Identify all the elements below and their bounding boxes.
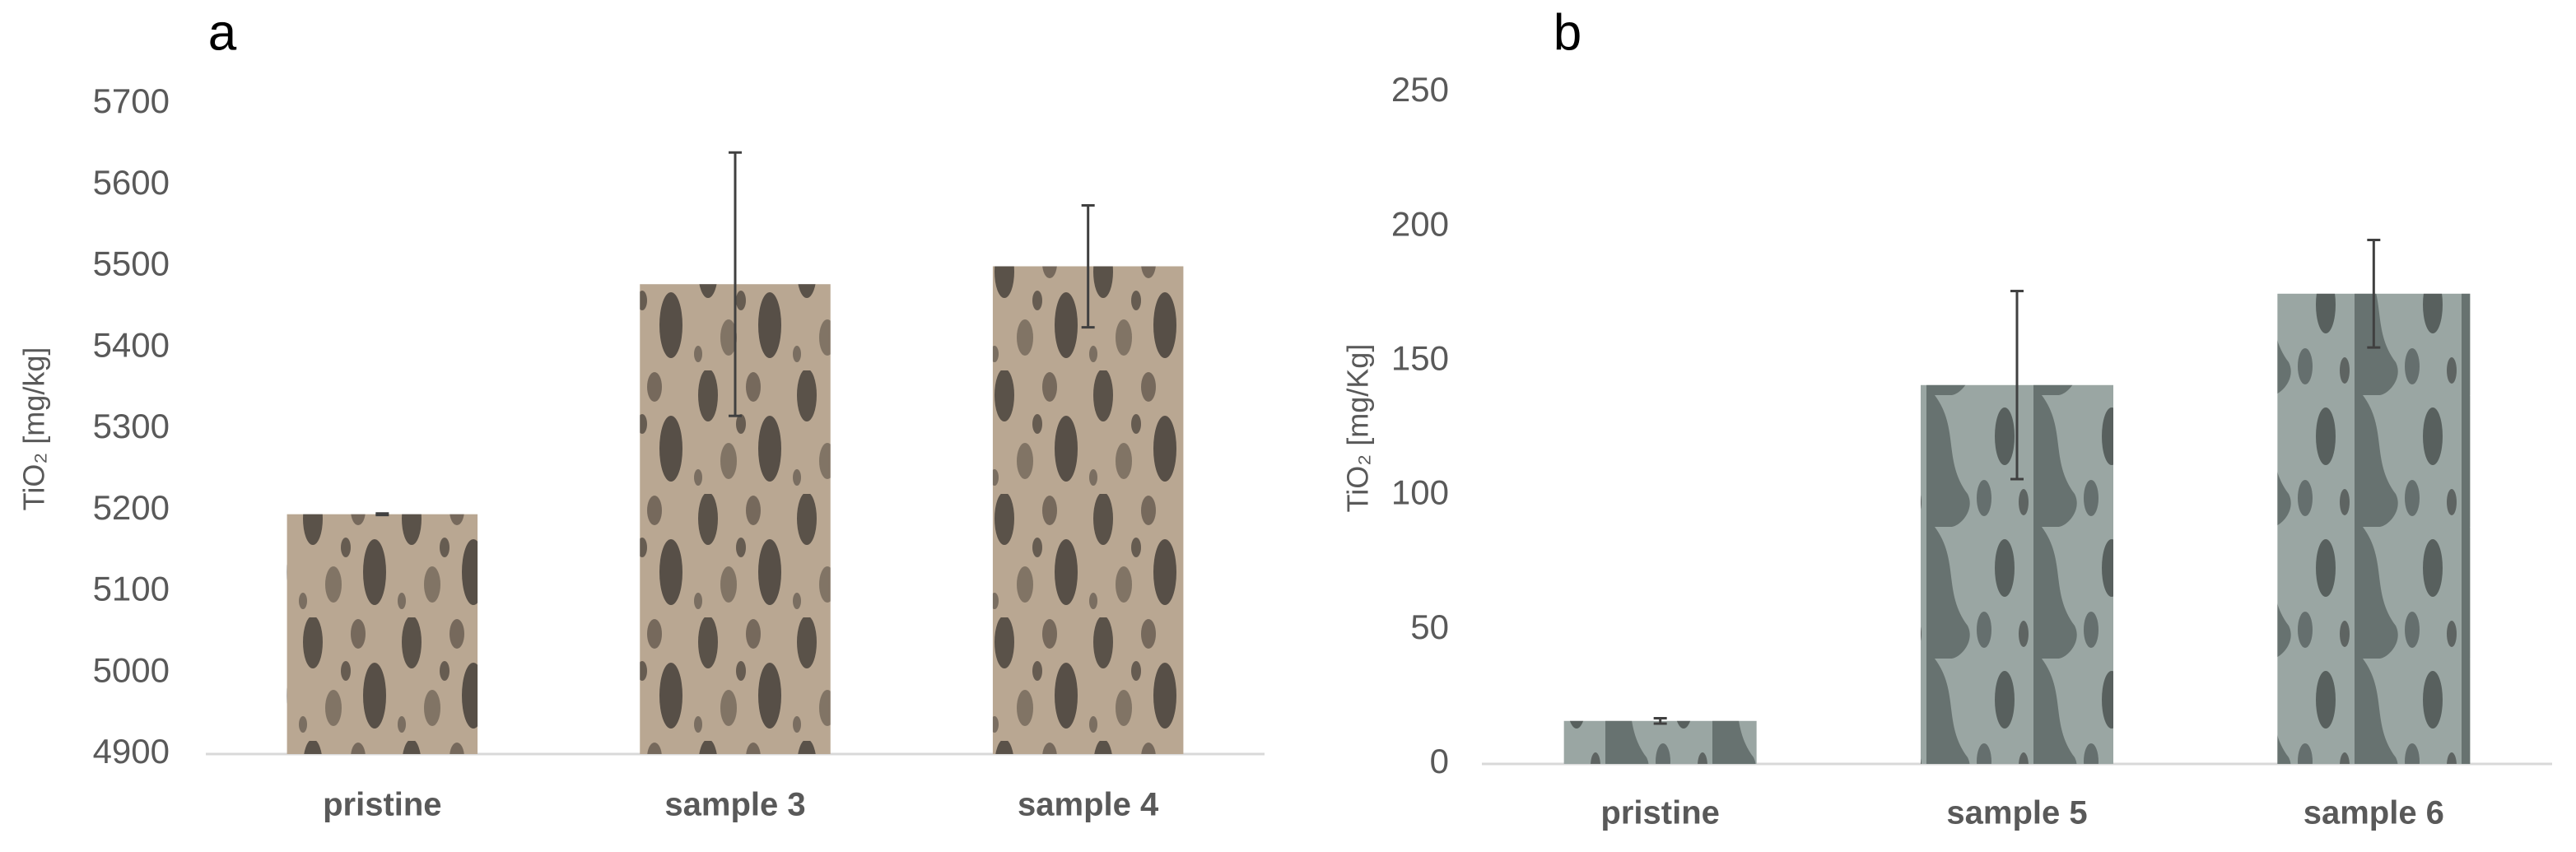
error-bar: [375, 512, 389, 517]
y-tick-label: 5300: [93, 407, 170, 445]
x-tick-label: pristine: [1600, 795, 1719, 831]
y-tick-label: 5500: [93, 244, 170, 283]
error-bar: [1081, 203, 1095, 329]
error-bar: [1653, 717, 1667, 725]
x-tick-label: sample 3: [664, 787, 805, 823]
x-tick-label: sample 5: [1946, 795, 2087, 831]
y-tick-label: 5700: [93, 81, 170, 120]
x-tick-label: sample 4: [1018, 787, 1159, 823]
error-bar: [2010, 290, 2024, 481]
bar-texture: [286, 514, 478, 754]
y-tick-label: 200: [1391, 204, 1449, 243]
y-tick-label: 5600: [93, 163, 170, 202]
y-axis-label: TiO₂ [mg/Kg]: [1341, 344, 1375, 513]
y-tick-label: 4900: [93, 732, 170, 771]
y-tick-label: 100: [1391, 473, 1449, 512]
y-tick-label: 5200: [93, 488, 170, 527]
panel-label: b: [1554, 4, 1581, 61]
x-tick-label: pristine: [323, 787, 441, 823]
panel-label: a: [208, 4, 237, 61]
bar-texture: [2277, 293, 2471, 764]
y-tick-label: 5000: [93, 650, 170, 689]
y-tick-label: 250: [1391, 70, 1449, 109]
error-bar: [729, 151, 742, 417]
y-tick-label: 5400: [93, 325, 170, 364]
bar-texture: [992, 266, 1184, 754]
y-tick-label: 150: [1391, 338, 1449, 377]
y-tick-label: 50: [1410, 608, 1449, 646]
x-tick-label: sample 6: [2303, 795, 2444, 831]
y-axis-label: TiO₂ [mg/kg]: [17, 347, 51, 511]
error-bar: [2367, 239, 2381, 349]
bar-texture: [1563, 720, 1757, 764]
y-tick-label: 5100: [93, 570, 170, 608]
y-tick-label: 0: [1430, 742, 1449, 780]
